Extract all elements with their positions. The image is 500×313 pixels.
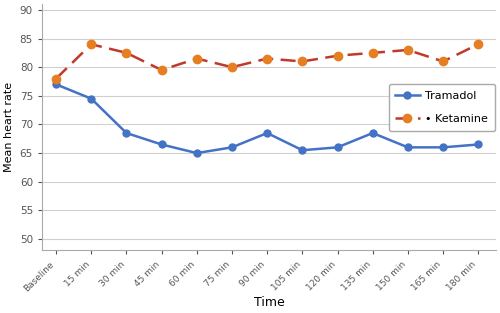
- • Ketamine: [124, 51, 130, 55]
- • Ketamine: [88, 42, 94, 46]
- Tramadol: [229, 146, 235, 149]
- Line: • Ketamine: • Ketamine: [52, 40, 482, 83]
- • Ketamine: [229, 65, 235, 69]
- • Ketamine: [300, 59, 306, 63]
- • Ketamine: [264, 57, 270, 60]
- • Ketamine: [370, 51, 376, 55]
- Tramadol: [405, 146, 411, 149]
- Tramadol: [53, 82, 59, 86]
- • Ketamine: [158, 68, 164, 72]
- • Ketamine: [405, 48, 411, 52]
- Tramadol: [88, 97, 94, 100]
- X-axis label: Time: Time: [254, 296, 284, 309]
- Tramadol: [370, 131, 376, 135]
- Tramadol: [475, 143, 481, 146]
- Tramadol: [334, 146, 340, 149]
- Tramadol: [264, 131, 270, 135]
- • Ketamine: [53, 77, 59, 80]
- • Ketamine: [334, 54, 340, 58]
- Tramadol: [158, 143, 164, 146]
- • Ketamine: [475, 42, 481, 46]
- Line: Tramadol: Tramadol: [52, 81, 482, 156]
- Tramadol: [124, 131, 130, 135]
- Tramadol: [440, 146, 446, 149]
- Y-axis label: Mean heart rate: Mean heart rate: [4, 82, 14, 172]
- Tramadol: [194, 151, 200, 155]
- Legend: Tramadol, • Ketamine: Tramadol, • Ketamine: [388, 84, 495, 131]
- Tramadol: [300, 148, 306, 152]
- • Ketamine: [194, 57, 200, 60]
- • Ketamine: [440, 59, 446, 63]
